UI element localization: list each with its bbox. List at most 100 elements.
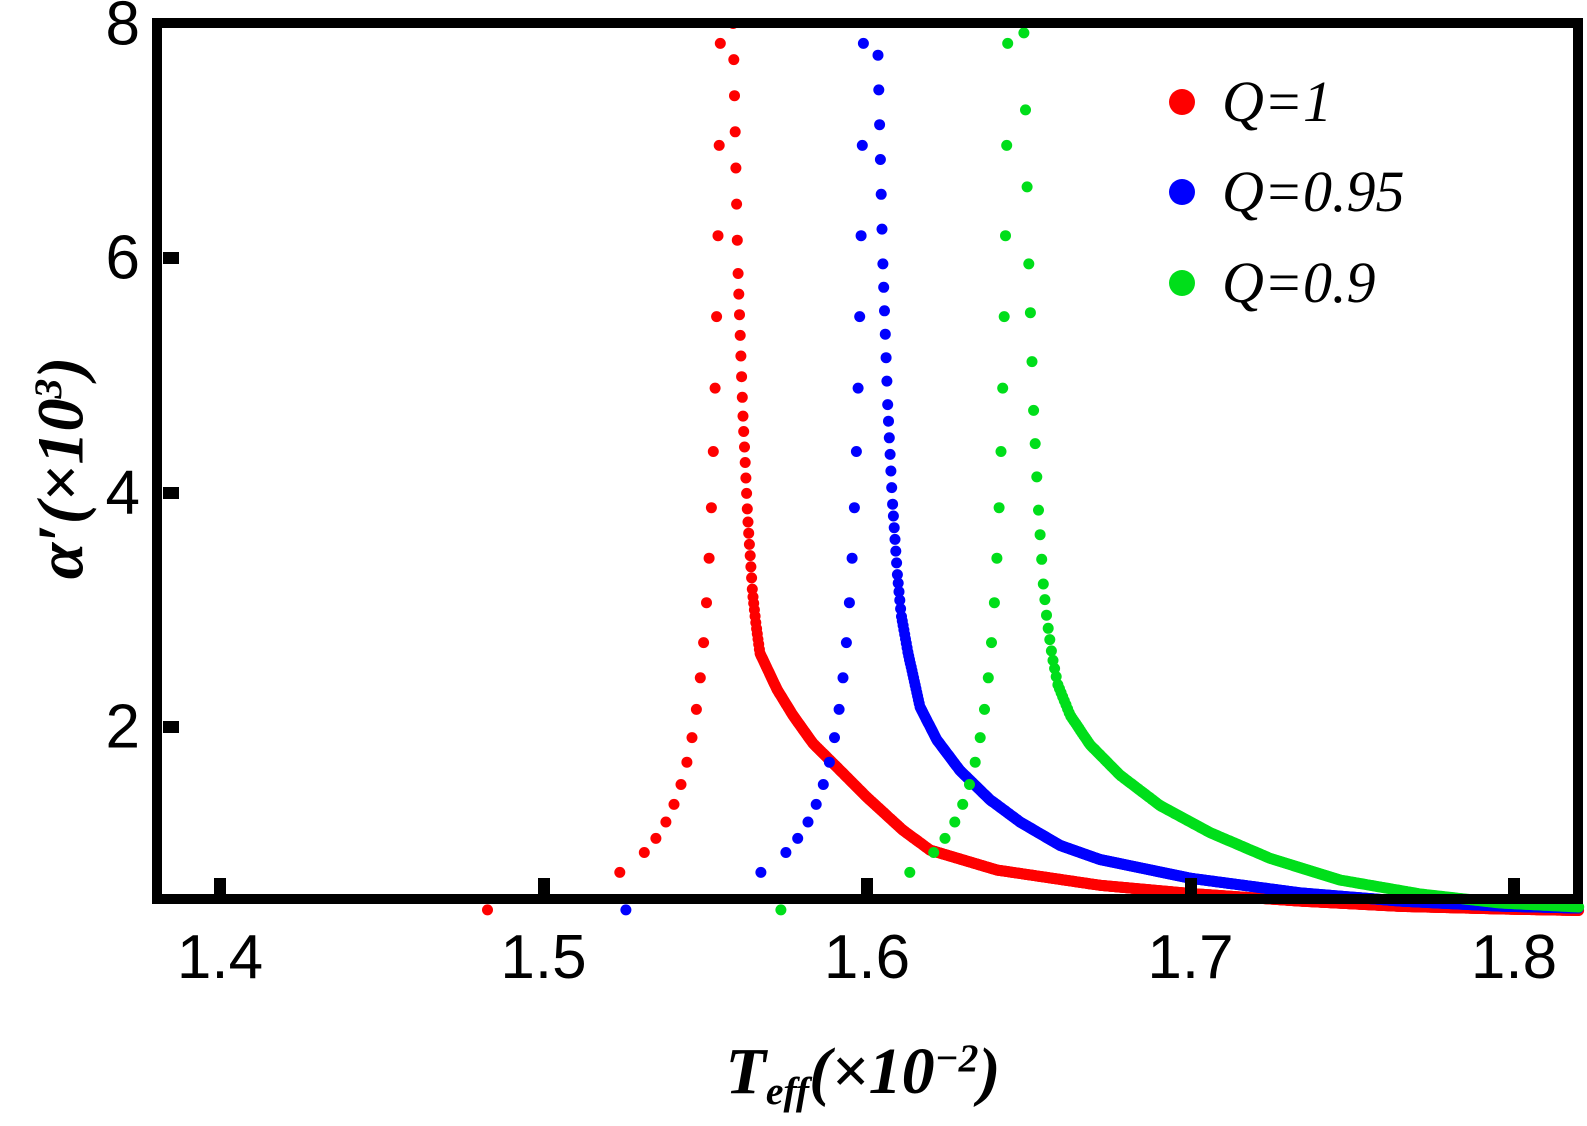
- data-point: [732, 268, 744, 279]
- data-point: [705, 502, 717, 514]
- data-point: [614, 866, 626, 878]
- data-point: [988, 597, 1000, 609]
- data-point: [1045, 645, 1057, 657]
- x-tick-label: 1.6: [823, 923, 911, 992]
- data-point: [1001, 139, 1013, 151]
- y-tick-label: 6: [105, 223, 140, 293]
- data-point: [1000, 230, 1011, 242]
- data-point: [1033, 504, 1044, 516]
- data-point: [681, 756, 693, 768]
- y-axis-title: α′(×103): [24, 356, 99, 579]
- data-point: [703, 552, 715, 564]
- data-point: [872, 49, 884, 61]
- data-point: [711, 311, 723, 323]
- data-point: [660, 816, 672, 828]
- data-point: [735, 350, 747, 362]
- data-point: [969, 756, 981, 768]
- data-point: [694, 672, 706, 684]
- y-axis-scale: (×10: [24, 398, 98, 525]
- data-point: [707, 446, 719, 457]
- data-point: [875, 188, 887, 200]
- data-point: [1037, 578, 1049, 590]
- data-point: [881, 375, 893, 387]
- data-point: [668, 798, 680, 810]
- data-point: [1023, 258, 1035, 270]
- data-point: [738, 426, 750, 437]
- x-tick-mark: [1184, 878, 1197, 894]
- data-point: [892, 577, 904, 589]
- x-axis-subscript: eff: [765, 1069, 810, 1114]
- data-point: [852, 382, 864, 394]
- data-point: [997, 382, 1009, 394]
- data-point: [733, 288, 745, 300]
- x-tick-label: 1.7: [1147, 923, 1234, 992]
- data-point: [1031, 471, 1043, 483]
- data-point: [884, 448, 896, 460]
- data-point: [1018, 27, 1030, 39]
- data-point: [854, 311, 866, 323]
- data-point: [1050, 671, 1062, 683]
- data-point: [991, 552, 1003, 564]
- data-point: [873, 84, 885, 96]
- data-point: [1002, 37, 1014, 49]
- data-point: [1020, 104, 1031, 116]
- data-point: [792, 832, 804, 844]
- data-point: [893, 586, 905, 598]
- data-point: [620, 904, 632, 916]
- x-axis-scale: (×10: [809, 1035, 935, 1108]
- data-point: [736, 391, 748, 403]
- data-point: [745, 561, 757, 573]
- data-point: [746, 572, 758, 584]
- x-tick-mark: [537, 878, 550, 894]
- data-point: [888, 522, 900, 534]
- data-point: [957, 798, 969, 810]
- data-point: [755, 866, 767, 878]
- x-tick-label: 1.5: [500, 923, 587, 992]
- data-point: [736, 371, 748, 383]
- data-point: [731, 234, 743, 246]
- data-point: [709, 382, 721, 394]
- data-point: [843, 597, 855, 609]
- y-tick-label: 2: [105, 692, 140, 762]
- data-point: [986, 637, 997, 649]
- data-point: [1042, 622, 1054, 634]
- data-point: [1034, 529, 1046, 541]
- x-tick-label: 1.4: [176, 923, 264, 992]
- data-point: [877, 258, 889, 270]
- data-point: [690, 703, 702, 715]
- x-axis-exponent: −2: [934, 1036, 979, 1081]
- y-tick-mark: [163, 486, 179, 499]
- data-point: [482, 904, 493, 916]
- data-point: [740, 472, 752, 484]
- data-point: [857, 37, 869, 49]
- data-point: [729, 90, 740, 102]
- data-point: [714, 37, 726, 49]
- data-point: [686, 732, 698, 744]
- data-point: [904, 866, 916, 878]
- data-point: [833, 703, 845, 715]
- data-point: [730, 162, 742, 174]
- data-point: [979, 703, 990, 715]
- data-point: [874, 154, 886, 165]
- y-axis-close-paren: ): [24, 356, 98, 379]
- data-point: [887, 510, 899, 522]
- data-point: [729, 126, 741, 138]
- data-point: [802, 816, 814, 828]
- data-point: [743, 527, 755, 539]
- data-point: [739, 441, 750, 453]
- data-point: [741, 487, 753, 499]
- x-axis-title: Teff(×10−2): [726, 1035, 1001, 1114]
- data-point: [1039, 594, 1051, 606]
- data-point: [993, 502, 1005, 514]
- data-point: [739, 457, 751, 468]
- data-point: [744, 550, 756, 562]
- data-point: [1036, 553, 1048, 565]
- data-point: [887, 498, 899, 510]
- data-point: [1021, 181, 1033, 193]
- data-point: [817, 779, 829, 790]
- x-tick-label: 1.8: [1470, 923, 1558, 992]
- data-point: [939, 832, 951, 844]
- data-point: [998, 311, 1010, 323]
- data-point: [1573, 901, 1585, 913]
- data-point: [638, 847, 650, 858]
